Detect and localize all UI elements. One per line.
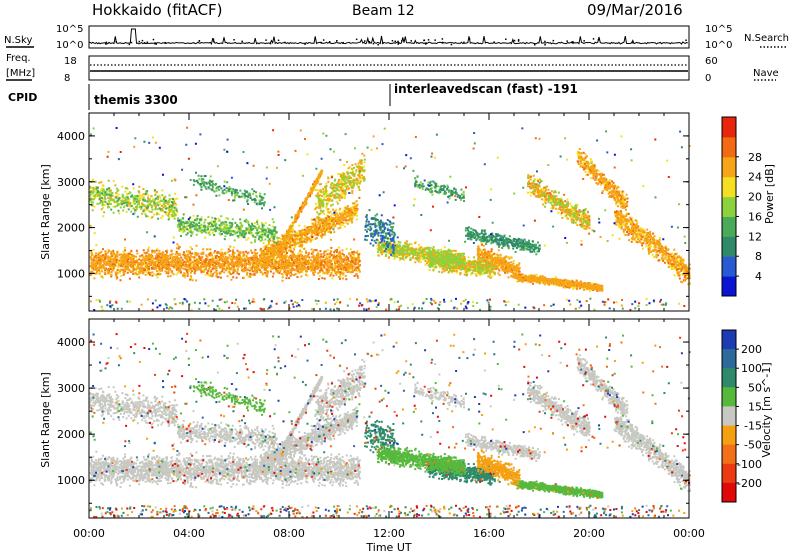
nave-right-tick-low: 0 (705, 73, 711, 84)
velocity-ytick-label-0: 1000 (57, 474, 85, 487)
power-colorbar-label: Power [dB] (763, 164, 776, 224)
velocity-ytick-label-1: 2000 (57, 428, 85, 441)
velocity-y-axis: 1000 2000 3000 4000 (57, 336, 689, 504)
velocity-colorbar-cell-6 (722, 444, 736, 465)
freq-label-2: [MHz] (6, 68, 35, 79)
xtick-label-3: 12:00 (373, 527, 405, 540)
power-colorbar-tick-3: 16 (748, 210, 762, 223)
power-colorbar-cell-8 (722, 117, 736, 138)
power-scatter-2 (89, 129, 691, 310)
power-colorbar-cell-6 (722, 156, 736, 178)
freq-label-1: Freq. (6, 53, 31, 64)
xtick-label-6: 00:00 (673, 527, 705, 540)
cpid-segment-1: themis 3300 (94, 93, 178, 107)
noise-right-tick-high: 10^5 (705, 24, 732, 35)
power-panel-frame (88, 112, 690, 312)
power-scatter-0 (89, 135, 691, 312)
noise-panel-frame (88, 25, 690, 49)
power-colorbar-tick-6: 28 (748, 151, 762, 164)
noise-left-tick-high: 10^5 (56, 24, 83, 35)
beam-title: Beam 12 (352, 3, 415, 19)
noise-trace (88, 28, 688, 46)
xtick-label-5: 20:00 (573, 527, 605, 540)
nave-right-tick-high: 60 (705, 56, 718, 67)
time-axis-labels: 00:00 04:00 08:00 12:00 16:00 20:00 00:00 (73, 527, 705, 540)
velocity-colorbar-cell-0 (722, 330, 736, 350)
velocity-panel-frame (88, 318, 690, 519)
date-title: 09/Mar/2016 (587, 1, 683, 19)
power-heatmap (89, 126, 691, 312)
xtick-label-4: 16:00 (473, 527, 505, 540)
velocity-scatter-1 (92, 335, 691, 518)
velocity-colorbar-label-text: Velocity [m s^-1] (760, 362, 773, 457)
velocity-x-ticks (88, 319, 690, 518)
noise-right-label: N.Search (744, 33, 789, 44)
power-colorbar-tick-0: 4 (755, 270, 762, 283)
power-colorbar-cell-5 (722, 176, 736, 198)
power-colorbar: 4 8 12 16 20 24 28 (721, 116, 762, 297)
noise-left-tick-low: 10^0 (56, 40, 83, 51)
power-ylabel: Slant Range [km] (39, 164, 52, 260)
velocity-colorbar: 200 100 50 15 -15 -50 -100 -200 (721, 329, 762, 503)
power-colorbar-tick-5: 24 (748, 171, 762, 184)
velocity-ytick-label-3: 4000 (57, 336, 85, 349)
velocity-scatter-6 (89, 333, 683, 518)
velocity-scatter-4 (105, 333, 691, 518)
velocity-scatter-0 (89, 341, 691, 518)
power-colorbar-cell-2 (722, 236, 736, 257)
power-ytick-label-3: 4000 (57, 130, 85, 143)
power-x-ticks (88, 113, 690, 311)
power-scatter-8 (106, 129, 686, 311)
power-colorbar-cell-0 (722, 276, 736, 297)
velocity-heatmap (89, 332, 691, 519)
velocity-colorbar-label: Velocity [m s^-1] (760, 362, 773, 457)
power-colorbar-tick-4: 20 (748, 191, 762, 204)
power-colorbar-cell-3 (722, 216, 736, 237)
velocity-colorbar-cell-3 (722, 387, 736, 407)
site-title: Hokkaido (fitACF) (92, 1, 223, 19)
noise-left-label: N.Sky (4, 35, 32, 46)
power-colorbar-cell-4 (722, 196, 736, 217)
power-scatter-1 (89, 126, 691, 311)
velocity-colorbar-tick-3: 15 (748, 400, 762, 413)
power-y-axis: 1000 2000 3000 4000 (57, 130, 689, 297)
power-colorbar-tick-1: 8 (755, 250, 762, 263)
velocity-colorbar-cell-7 (722, 463, 736, 484)
power-ytick-label-0: 1000 (57, 267, 85, 280)
velocity-colorbar-tick-1: 100 (741, 362, 762, 375)
power-colorbar-cell-1 (722, 256, 736, 277)
velocity-colorbar-cell-8 (722, 482, 736, 503)
power-colorbar-tick-2: 12 (748, 230, 762, 243)
xtick-label-1: 04:00 (173, 527, 205, 540)
velocity-ytick-label-2: 3000 (57, 382, 85, 395)
power-scatter-6 (108, 127, 682, 310)
freq-left-tick-high: 18 (64, 56, 77, 67)
xaxis-title: Time UT (365, 541, 411, 554)
velocity-ylabel: Slant Range [km] (39, 372, 52, 468)
velocity-colorbar-tick-6: -100 (737, 458, 762, 471)
velocity-colorbar-cell-2 (722, 368, 736, 388)
velocity-colorbar-tick-0: 200 (741, 343, 762, 356)
power-colorbar-cell-7 (722, 136, 736, 158)
freq-left-tick-low: 8 (64, 73, 70, 84)
velocity-colorbar-tick-4: -15 (744, 420, 762, 433)
cpid-label: CPID (8, 91, 37, 104)
velocity-colorbar-tick-2: 50 (748, 381, 762, 394)
xtick-label-0: 00:00 (73, 527, 105, 540)
freq-panel-frame (88, 55, 690, 81)
power-ytick-label-2: 3000 (57, 176, 85, 189)
noise-right-tick-low: 10^0 (705, 40, 732, 51)
cpid-segment-2: interleavedscan (fast) -191 (394, 82, 578, 96)
velocity-colorbar-cell-4 (722, 406, 736, 426)
velocity-colorbar-cell-5 (722, 425, 736, 446)
xtick-label-2: 08:00 (273, 527, 305, 540)
nave-right-label: Nave (753, 68, 779, 79)
velocity-colorbar-tick-5: -50 (744, 439, 762, 452)
velocity-colorbar-tick-7: -200 (737, 477, 762, 490)
velocity-colorbar-cell-1 (722, 349, 736, 369)
power-ytick-label-1: 2000 (57, 222, 85, 235)
